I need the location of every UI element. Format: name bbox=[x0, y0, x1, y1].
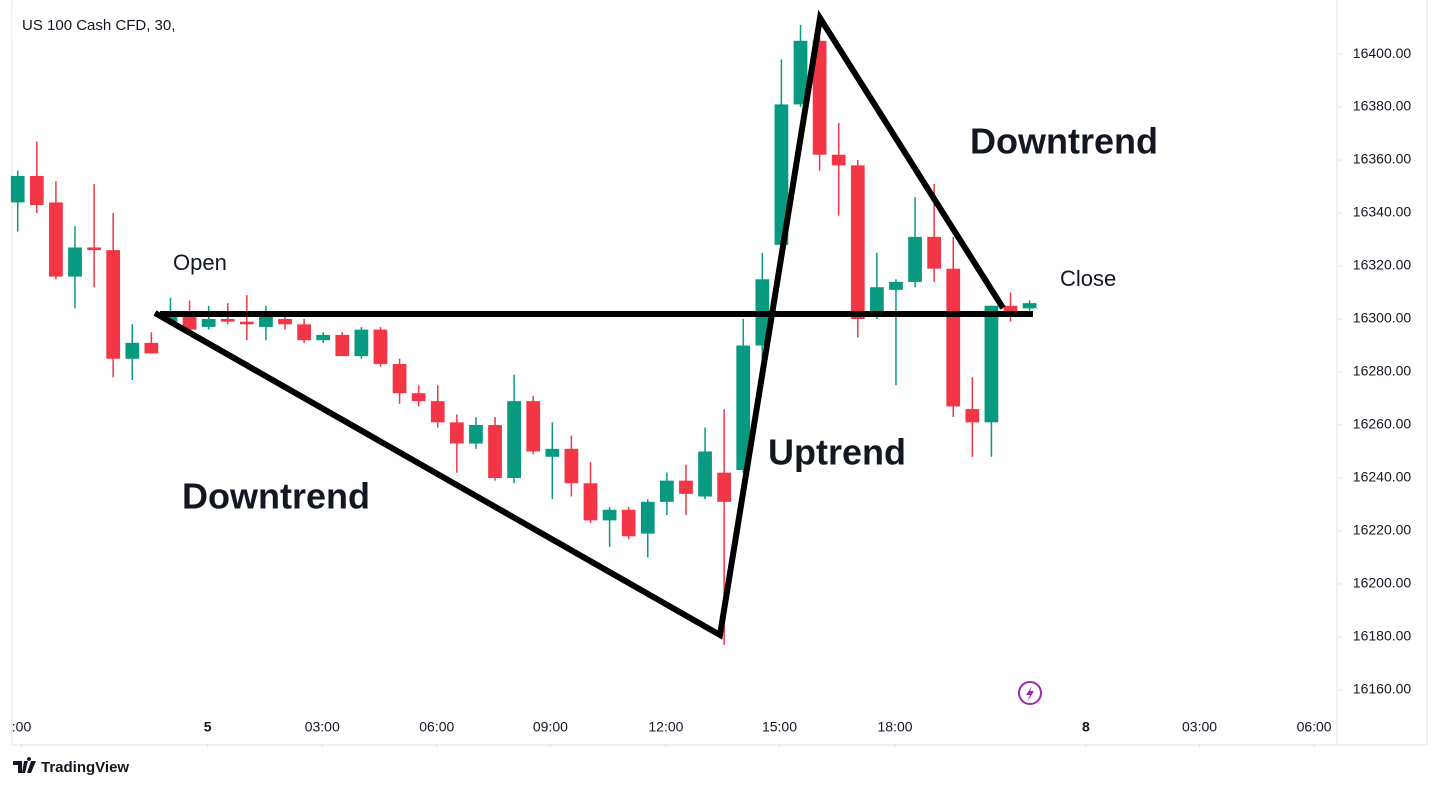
y-tick-label: 16360.00 bbox=[1353, 151, 1412, 167]
x-tick-label: 09:00 bbox=[533, 719, 568, 735]
alert-bolt[interactable] bbox=[1026, 686, 1034, 701]
candle-body bbox=[850, 165, 865, 320]
candle-body bbox=[469, 424, 483, 444]
candle-body bbox=[927, 236, 942, 269]
trend-drawing bbox=[153, 9, 1033, 640]
candle-body bbox=[259, 316, 273, 327]
candle-body bbox=[144, 342, 159, 354]
candle-body bbox=[698, 451, 712, 497]
candle-body bbox=[182, 313, 197, 330]
candle-body bbox=[354, 329, 369, 357]
x-tick-label: 03:00 bbox=[305, 719, 340, 735]
x-tick-label: 06:00 bbox=[1297, 719, 1332, 735]
candle-body bbox=[297, 324, 311, 341]
title-background bbox=[12, 10, 182, 42]
candle-body bbox=[430, 401, 445, 423]
x-tick-label: 03:00 bbox=[1182, 719, 1217, 735]
candle-body bbox=[488, 424, 502, 478]
candle-body bbox=[965, 409, 980, 423]
y-tick-label: 16280.00 bbox=[1353, 363, 1412, 379]
candle-body bbox=[449, 422, 464, 444]
candle-body bbox=[373, 329, 388, 365]
watermark: TradingView bbox=[41, 759, 129, 776]
candle-body bbox=[659, 480, 674, 502]
candle-body bbox=[736, 345, 751, 471]
y-tick-label: 16260.00 bbox=[1353, 416, 1412, 432]
candle-body bbox=[163, 313, 178, 322]
x-tick-label: :00 bbox=[12, 719, 32, 735]
candle-body bbox=[392, 364, 407, 394]
candle-body bbox=[870, 287, 884, 317]
candle-body bbox=[812, 40, 827, 155]
candle-body bbox=[49, 202, 63, 277]
candle-body bbox=[87, 247, 101, 251]
y-tick-label: 16200.00 bbox=[1353, 575, 1412, 591]
y-tick-label: 16180.00 bbox=[1353, 628, 1412, 644]
candle-body bbox=[717, 472, 732, 502]
candle-body bbox=[239, 321, 254, 325]
annotation: Uptrend bbox=[768, 432, 906, 473]
candle-body bbox=[640, 501, 655, 534]
candle-body bbox=[793, 40, 808, 105]
logo-mark bbox=[13, 757, 36, 773]
y-tick-label: 16160.00 bbox=[1353, 681, 1412, 697]
candle-body bbox=[335, 334, 350, 357]
candle-body bbox=[68, 247, 82, 277]
candle-body bbox=[106, 250, 121, 359]
candle-body bbox=[125, 342, 140, 359]
annotation: Downtrend bbox=[182, 476, 370, 517]
candle-body bbox=[908, 236, 922, 282]
x-tick-label: 06:00 bbox=[419, 719, 454, 735]
logo: TradingView bbox=[13, 757, 129, 776]
candle-body bbox=[774, 104, 789, 245]
y-tick-label: 16240.00 bbox=[1353, 469, 1412, 485]
candles bbox=[10, 22, 1037, 645]
candle-body bbox=[602, 509, 617, 521]
y-tick-label: 16320.00 bbox=[1353, 257, 1412, 273]
candle-body bbox=[679, 480, 693, 494]
candle-body bbox=[411, 393, 426, 402]
candle-body bbox=[278, 319, 292, 325]
candle-body bbox=[1003, 305, 1018, 312]
candle-body bbox=[526, 401, 541, 452]
candle-body bbox=[10, 175, 25, 203]
y-tick-label: 16400.00 bbox=[1353, 45, 1412, 61]
x-tick-label: 15:00 bbox=[762, 719, 797, 735]
annotation: Close bbox=[1060, 266, 1116, 291]
annotation: Open bbox=[173, 250, 227, 275]
candle-body bbox=[545, 448, 560, 457]
candle-body bbox=[583, 483, 598, 521]
x-tick-label: 12:00 bbox=[648, 719, 683, 735]
candle-body bbox=[564, 448, 579, 484]
y-tick-label: 16340.00 bbox=[1353, 204, 1412, 220]
alert-icon[interactable] bbox=[1018, 681, 1042, 705]
candle-body bbox=[507, 401, 521, 478]
candle-body bbox=[220, 319, 235, 322]
chart-title: US 100 Cash CFD, 30, bbox=[22, 17, 175, 34]
candle-body bbox=[316, 334, 331, 341]
x-tick-label: 8 bbox=[1082, 719, 1090, 735]
candle-body bbox=[621, 509, 636, 537]
candle-body bbox=[831, 154, 846, 166]
y-tick-label: 16380.00 bbox=[1353, 98, 1412, 114]
candle-body bbox=[29, 175, 44, 206]
trend-line bbox=[153, 9, 1006, 640]
candle-body bbox=[984, 305, 999, 423]
candle-body bbox=[201, 319, 216, 327]
y-tick-label: 16300.00 bbox=[1353, 310, 1412, 326]
x-tick-label: 5 bbox=[204, 719, 212, 735]
x-tick-label: 18:00 bbox=[877, 719, 912, 735]
candle-body bbox=[1022, 303, 1037, 309]
candle-body bbox=[889, 281, 903, 290]
y-tick-label: 16220.00 bbox=[1353, 522, 1412, 538]
annotation: Downtrend bbox=[970, 121, 1158, 162]
candle-body bbox=[946, 268, 961, 407]
